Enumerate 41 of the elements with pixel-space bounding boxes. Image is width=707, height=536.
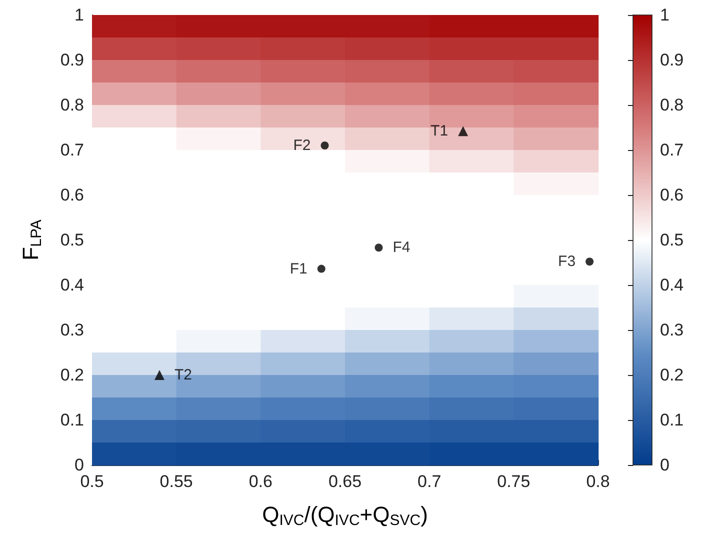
color-bar-label: 0.3 — [660, 320, 684, 340]
x-tick-label: 0.6 — [248, 472, 272, 491]
color-bar-label: 0.1 — [660, 410, 684, 430]
point — [374, 244, 383, 252]
y-tick-label: 0.3 — [60, 320, 84, 340]
y-tick-label: 0.5 — [60, 230, 84, 250]
y-tick-label: 0.6 — [60, 186, 84, 204]
x-tick-label: 0.7 — [418, 472, 442, 491]
y-tick-label: 0.1 — [60, 410, 84, 430]
color-bar-label: 0.2 — [660, 366, 684, 384]
data-label: T1 — [430, 122, 448, 140]
x-tick-label: 0.8 — [586, 472, 610, 491]
data-label: F4 — [392, 239, 410, 256]
point — [317, 264, 326, 273]
y-tick-label: 0 — [74, 456, 84, 474]
color-bar-label: 0.8 — [660, 96, 684, 114]
color-bar-label: 0.9 — [660, 50, 684, 70]
point — [154, 370, 164, 380]
y-tick-label: 0.2 — [60, 366, 84, 384]
data-label: F3 — [558, 253, 576, 270]
y-tick-label: 1 — [74, 6, 84, 24]
x-tick-label: 0.55 — [160, 472, 193, 491]
color-bar-label: 1 — [660, 6, 670, 24]
y-tick-label: 0.8 — [60, 96, 84, 114]
y-tick-label: 0.9 — [60, 50, 84, 70]
point — [320, 142, 329, 150]
y-tick-label: 0.4 — [60, 276, 84, 294]
color-bar-label: 0.4 — [660, 276, 684, 294]
x-tick-label: 0.65 — [328, 472, 362, 491]
color-bar-label: 0.7 — [660, 140, 684, 160]
y-tick-label: 0.7 — [60, 140, 84, 160]
color-bar-label: 0.6 — [660, 186, 684, 204]
point — [458, 126, 468, 136]
color-bar-label: 0 — [660, 456, 670, 474]
y-axis-title: FLPA — [18, 220, 45, 260]
data-label: T2 — [174, 366, 192, 384]
point — [586, 258, 594, 266]
data-label: F2 — [293, 137, 311, 154]
x-tick-label: 0.75 — [497, 472, 530, 491]
color-bar-label: 0.5 — [660, 230, 684, 250]
data-label: F1 — [290, 260, 308, 278]
